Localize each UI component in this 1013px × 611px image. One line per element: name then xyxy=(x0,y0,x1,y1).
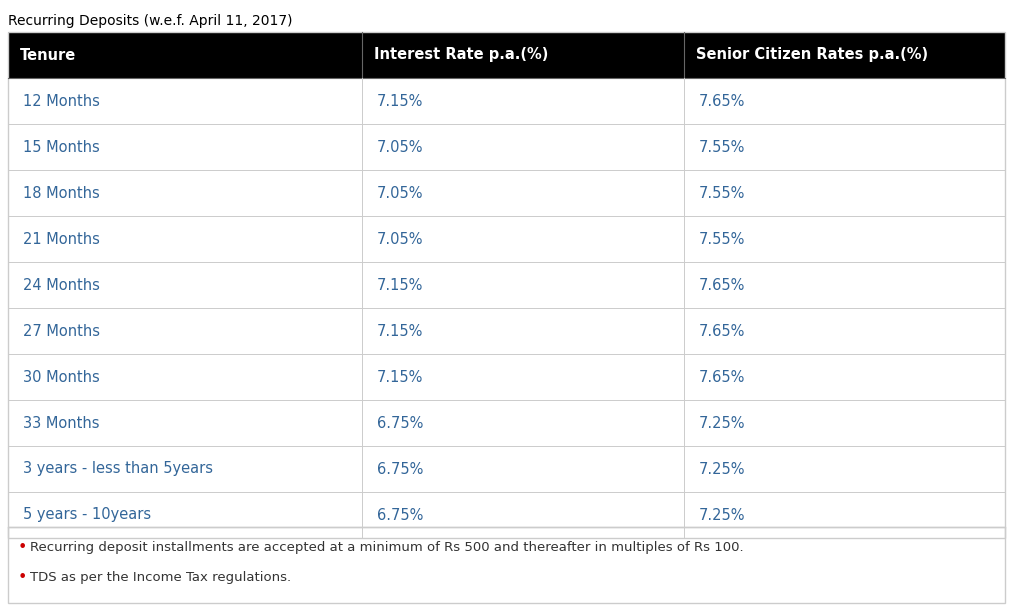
Text: 6.75%: 6.75% xyxy=(377,508,423,522)
Text: 33 Months: 33 Months xyxy=(23,415,99,431)
Bar xyxy=(8,446,1005,492)
Text: 7.65%: 7.65% xyxy=(699,277,746,293)
Text: 7.05%: 7.05% xyxy=(377,139,423,155)
Text: 7.65%: 7.65% xyxy=(699,93,746,109)
Bar xyxy=(8,354,1005,400)
Text: •: • xyxy=(18,571,27,585)
Text: 7.15%: 7.15% xyxy=(377,93,423,109)
Text: 18 Months: 18 Months xyxy=(23,186,99,200)
Text: 27 Months: 27 Months xyxy=(23,323,100,338)
Text: 7.65%: 7.65% xyxy=(699,370,746,384)
Text: 6.75%: 6.75% xyxy=(377,415,423,431)
Text: •: • xyxy=(18,540,27,555)
Bar xyxy=(8,216,1005,262)
Text: 7.25%: 7.25% xyxy=(699,461,746,477)
Text: 12 Months: 12 Months xyxy=(23,93,100,109)
Text: 3 years - less than 5years: 3 years - less than 5years xyxy=(23,461,213,477)
Bar xyxy=(8,527,1005,603)
Text: 7.65%: 7.65% xyxy=(699,323,746,338)
Text: 30 Months: 30 Months xyxy=(23,370,99,384)
Text: 7.55%: 7.55% xyxy=(699,139,746,155)
Text: Tenure: Tenure xyxy=(20,48,76,62)
Text: 5 years - 10years: 5 years - 10years xyxy=(23,508,151,522)
Text: 15 Months: 15 Months xyxy=(23,139,99,155)
Text: Recurring deposit installments are accepted at a minimum of Rs 500 and thereafte: Recurring deposit installments are accep… xyxy=(30,541,744,554)
Text: 7.05%: 7.05% xyxy=(377,186,423,200)
Text: 7.25%: 7.25% xyxy=(699,508,746,522)
Text: 7.15%: 7.15% xyxy=(377,277,423,293)
Text: 7.15%: 7.15% xyxy=(377,323,423,338)
Text: 21 Months: 21 Months xyxy=(23,232,100,246)
Text: 7.55%: 7.55% xyxy=(699,232,746,246)
Bar xyxy=(8,170,1005,216)
Bar xyxy=(8,262,1005,308)
Text: 7.15%: 7.15% xyxy=(377,370,423,384)
Text: 7.05%: 7.05% xyxy=(377,232,423,246)
Text: 24 Months: 24 Months xyxy=(23,277,100,293)
Bar xyxy=(8,400,1005,446)
Bar xyxy=(8,492,1005,538)
Bar xyxy=(8,32,1005,78)
Text: 7.55%: 7.55% xyxy=(699,186,746,200)
Text: TDS as per the Income Tax regulations.: TDS as per the Income Tax regulations. xyxy=(30,571,291,585)
Text: Recurring Deposits (w.e.f. April 11, 2017): Recurring Deposits (w.e.f. April 11, 201… xyxy=(8,14,293,28)
Bar xyxy=(8,78,1005,124)
Text: 6.75%: 6.75% xyxy=(377,461,423,477)
Bar xyxy=(8,32,1005,538)
Bar xyxy=(8,124,1005,170)
Bar xyxy=(8,308,1005,354)
Text: Interest Rate p.a.(%): Interest Rate p.a.(%) xyxy=(374,48,548,62)
Text: Senior Citizen Rates p.a.(%): Senior Citizen Rates p.a.(%) xyxy=(696,48,928,62)
Text: 7.25%: 7.25% xyxy=(699,415,746,431)
